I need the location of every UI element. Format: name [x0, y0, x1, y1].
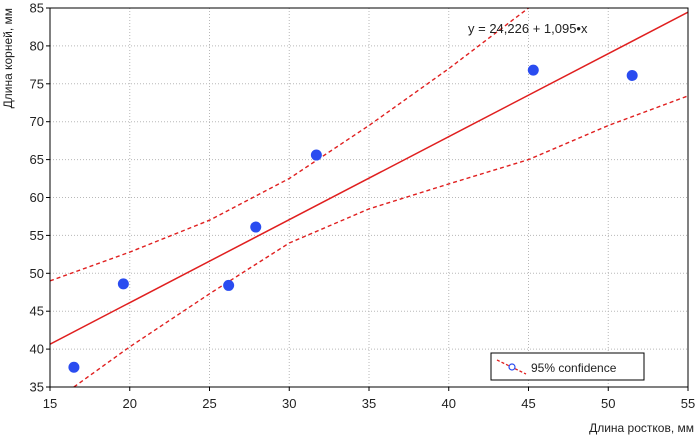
data-point: [250, 221, 262, 233]
data-point: [68, 361, 80, 373]
data-point: [223, 279, 235, 291]
y-tick-label: 80: [30, 38, 44, 53]
legend-marker: [508, 363, 516, 371]
confidence-band: [50, 8, 688, 387]
y-tick-label: 40: [30, 342, 44, 357]
data-points: [68, 64, 638, 373]
y-tick-label: 75: [30, 76, 44, 91]
x-tick-labels: 15 20 25 30 35 40 45 50 55: [43, 387, 695, 411]
y-tick-label: 85: [30, 1, 44, 16]
confidence-upper: [50, 8, 529, 282]
legend-label: 95% confidence: [531, 361, 617, 375]
x-tick-label: 30: [282, 396, 296, 411]
regression-line: [50, 11, 688, 345]
legend: 95% confidence: [490, 352, 645, 381]
y-tick-label: 70: [30, 114, 44, 129]
y-tick-label: 45: [30, 304, 44, 319]
y-tick-label: 60: [30, 190, 44, 205]
x-tick-label: 35: [362, 396, 376, 411]
legend-box: [490, 352, 645, 381]
y-axis-title: Длина корней, мм: [1, 8, 15, 108]
data-point: [527, 64, 539, 76]
data-point: [626, 69, 638, 81]
regression-line-group: [50, 11, 688, 345]
x-tick-label: 25: [202, 396, 216, 411]
data-point: [310, 149, 322, 161]
y-tick-label: 65: [30, 152, 44, 167]
x-tick-label: 15: [43, 396, 57, 411]
confidence-lower: [73, 95, 688, 387]
y-tick-label: 50: [30, 266, 44, 281]
x-tick-label: 40: [442, 396, 456, 411]
x-tick-label: 45: [521, 396, 535, 411]
x-tick-label: 50: [601, 396, 615, 411]
data-point: [117, 278, 129, 290]
x-axis-title: Длина ростков, мм: [589, 421, 694, 435]
regression-equation: y = 24,226 + 1,095•x: [468, 21, 588, 36]
grid-lines: [50, 8, 688, 387]
x-tick-label: 20: [123, 396, 137, 411]
x-tick-label: 55: [681, 396, 695, 411]
y-tick-labels: 35 40 45 50 55 60 65 70 75 80 85: [30, 1, 50, 395]
y-tick-label: 35: [30, 380, 44, 395]
y-tick-label: 55: [30, 228, 44, 243]
